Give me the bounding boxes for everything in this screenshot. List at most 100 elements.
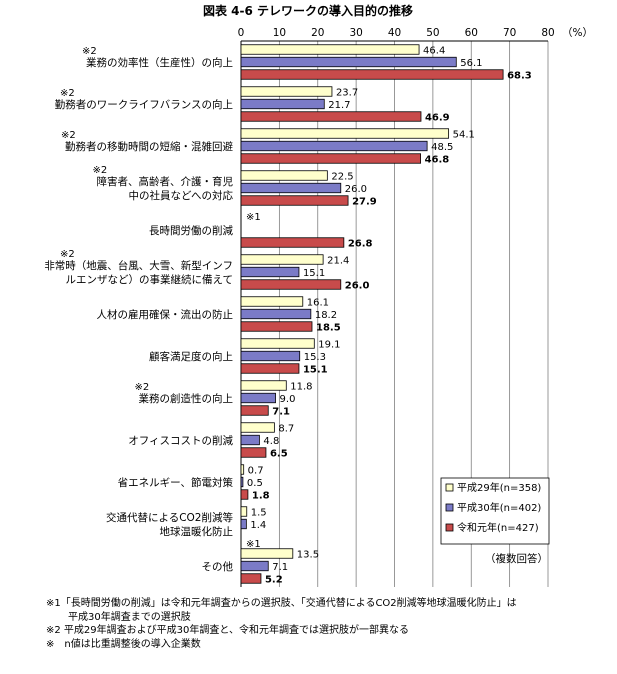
- bar: [240, 548, 294, 559]
- bar: [240, 464, 245, 475]
- category-label: 人材の雇用確保・流出の防止: [97, 308, 234, 321]
- bar: [240, 56, 457, 68]
- bar: [240, 44, 420, 55]
- annotation-multiple-answers: （複数回答）: [485, 552, 548, 565]
- bar: [240, 434, 260, 446]
- category-note: ※2: [93, 165, 108, 176]
- data-label: 54.1: [453, 129, 475, 140]
- category-label: 障害者、高齢者、介護・育児: [97, 175, 234, 188]
- category-label: 中の社員などへの対応: [129, 189, 234, 202]
- category-label: ルエンザなど）の事業継続に備えて: [66, 273, 233, 286]
- category-label: 交通代替によるCO2削減等: [106, 511, 233, 524]
- bar: [240, 405, 269, 416]
- bar: [240, 560, 269, 572]
- bar: [240, 518, 247, 530]
- data-label: 46.4: [423, 45, 445, 56]
- bar: [240, 153, 421, 164]
- legend-swatch: [445, 523, 454, 532]
- footnote-3: ※ n値は比重調整後の導入企業数: [46, 638, 201, 650]
- footnote-1-continued: 平成30年調査までの選択肢: [68, 611, 191, 623]
- bar: [240, 254, 324, 265]
- category-label: その他: [202, 560, 234, 573]
- bars: [240, 44, 504, 584]
- category-label: 非常時（地震、台風、大雪、新型インフ: [44, 259, 233, 272]
- bar: [240, 195, 349, 206]
- bar: [240, 489, 249, 500]
- bar: [240, 506, 248, 517]
- data-label: 9.0: [280, 394, 296, 405]
- data-label: 19.1: [318, 339, 340, 350]
- data-label: 18.2: [315, 310, 337, 321]
- chart-text: 図表 4-6 テレワークの導入目的の推移 0 10 20 30 40 50 60 70 80 （%）…: [44, 3, 593, 585]
- category-label: 勤務者の移動時間の短縮・混雑回避: [65, 140, 233, 153]
- data-label: 56.1: [460, 58, 482, 69]
- data-label: 15.3: [304, 352, 326, 363]
- data-label: 1.4: [250, 520, 266, 531]
- data-label: 0.7: [248, 465, 264, 476]
- data-label: 27.9: [352, 196, 377, 207]
- data-label: 26.8: [348, 238, 373, 249]
- category-label: 勤務者のワークライフバランスの向上: [55, 98, 233, 111]
- category-label: オフィスコストの削減: [128, 434, 233, 447]
- data-label: 23.7: [336, 87, 358, 98]
- unit-label: （%）: [562, 27, 593, 39]
- bar: [240, 69, 504, 80]
- category-note: ※2: [60, 249, 75, 260]
- bar: [240, 170, 328, 181]
- data-label: 7.1: [272, 406, 290, 417]
- legend-swatch: [445, 483, 454, 492]
- bar: [240, 140, 428, 152]
- data-label: 22.5: [331, 171, 353, 182]
- data-label: 68.3: [507, 70, 532, 81]
- category-label: 業務の創造性の向上: [139, 392, 234, 405]
- data-label: 46.9: [425, 112, 450, 123]
- bar: [240, 573, 262, 584]
- x-tick-label: 50: [426, 27, 439, 39]
- data-label: 7.1: [272, 562, 288, 573]
- category-label: 長時間労働の削減: [149, 224, 233, 237]
- category-note: ※2: [60, 88, 75, 99]
- footnotes: ※1「長時間労働の削減」は令和元年調査からの選択肢、「交通代替によるCO2削減等…: [46, 597, 611, 651]
- data-label: 1.8: [252, 490, 270, 501]
- bar: [240, 338, 315, 349]
- category-label: 省エネルギー、節電対策: [118, 476, 234, 489]
- bar: [240, 266, 300, 278]
- x-tick-label: 30: [349, 27, 362, 39]
- bar: [240, 447, 267, 458]
- bar: [240, 380, 287, 391]
- bar: [240, 308, 312, 320]
- category-label: 地球温暖化防止: [160, 525, 234, 538]
- legend-label: 令和元年(n=427): [457, 521, 539, 534]
- x-tick-label: 10: [273, 27, 286, 39]
- chart-title: 図表 4-6 テレワークの導入目的の推移: [203, 3, 413, 18]
- bar: [240, 321, 313, 332]
- category-label: 顧客満足度の向上: [149, 350, 233, 363]
- bar: [240, 392, 276, 404]
- data-label: 21.7: [328, 100, 350, 111]
- category-note: ※2: [135, 382, 150, 393]
- legend-box: [440, 477, 550, 545]
- data-label: 15.1: [303, 268, 325, 279]
- data-label: 16.1: [307, 297, 329, 308]
- legend-swatch: [445, 503, 454, 512]
- data-label: 6.5: [270, 448, 288, 459]
- data-label: 26.0: [345, 280, 370, 291]
- x-tick-label: 70: [503, 27, 516, 39]
- bar: [240, 422, 275, 433]
- x-tick-label: 40: [388, 27, 401, 39]
- data-label: 15.1: [303, 364, 328, 375]
- data-label: 11.8: [290, 381, 312, 392]
- bar: [240, 363, 300, 374]
- x-tick-label: 0: [238, 27, 245, 39]
- data-label: 5.2: [265, 574, 283, 585]
- data-label: 4.8: [263, 436, 279, 447]
- data-label: 26.0: [345, 184, 367, 195]
- data-label: 0.5: [247, 478, 263, 489]
- x-tick-label: 20: [311, 27, 324, 39]
- bar: [240, 279, 342, 290]
- bar: [240, 128, 450, 139]
- bar: [240, 296, 304, 307]
- data-label: 8.7: [278, 423, 294, 434]
- bar: [240, 98, 325, 110]
- data-label: 18.5: [316, 322, 341, 333]
